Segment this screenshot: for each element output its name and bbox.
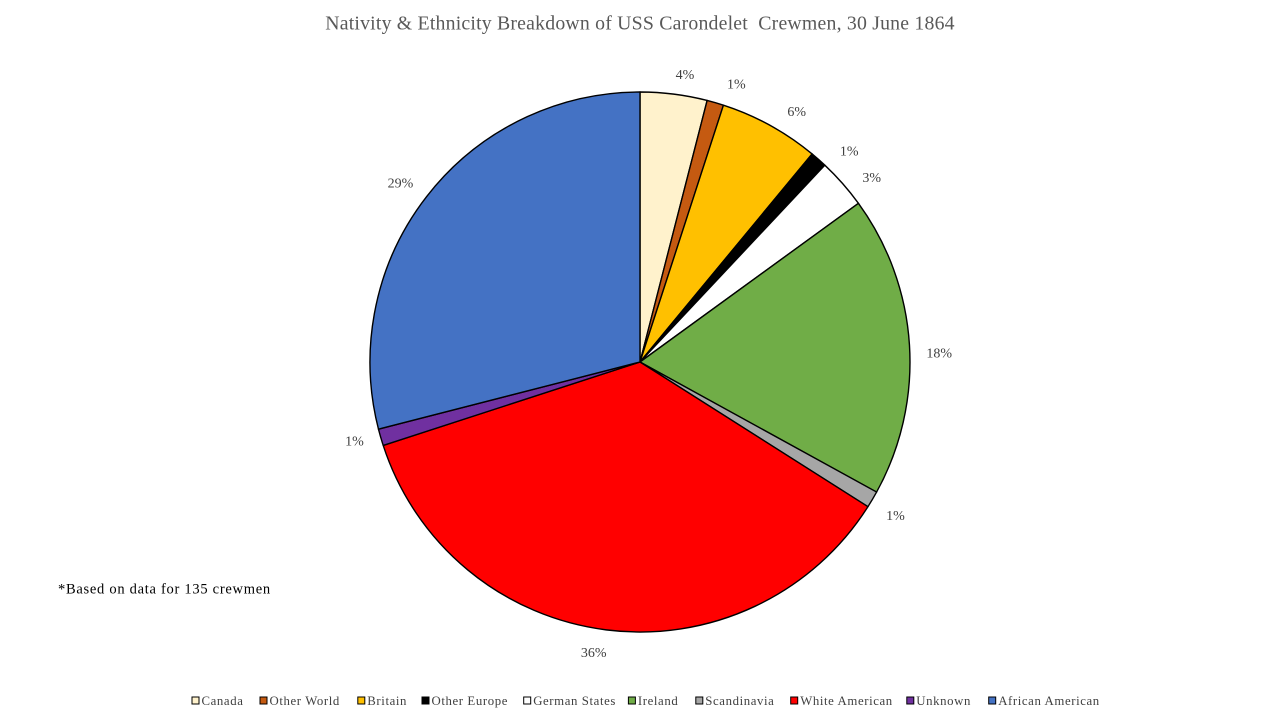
svg-text:Ireland: Ireland — [638, 694, 678, 708]
svg-text:Unknown: Unknown — [916, 694, 971, 708]
svg-text:18%: 18% — [926, 347, 952, 362]
svg-text:1%: 1% — [840, 144, 859, 159]
svg-text:3%: 3% — [862, 171, 881, 186]
svg-text:1%: 1% — [727, 78, 746, 93]
svg-text:1%: 1% — [345, 435, 364, 450]
svg-text:Scandinavia: Scandinavia — [705, 694, 774, 708]
svg-text:African American: African American — [998, 694, 1100, 708]
svg-text:6%: 6% — [787, 105, 806, 120]
svg-text:*Based on data for 135 crewmen: *Based on data for 135 crewmen — [58, 581, 271, 597]
svg-text:Canada: Canada — [202, 694, 244, 708]
svg-text:German States: German States — [533, 694, 616, 708]
svg-text:Britain: Britain — [367, 694, 407, 708]
svg-text:29%: 29% — [388, 177, 414, 192]
svg-text:4%: 4% — [676, 68, 695, 83]
svg-text:White American: White American — [800, 694, 893, 708]
svg-text:Nativity & Ethnicity Breakdown: Nativity & Ethnicity Breakdown of USS Ca… — [325, 13, 955, 35]
svg-text:Other World: Other World — [270, 694, 340, 708]
svg-text:Other Europe: Other Europe — [432, 694, 509, 708]
svg-text:36%: 36% — [581, 646, 607, 661]
svg-text:1%: 1% — [886, 509, 905, 524]
